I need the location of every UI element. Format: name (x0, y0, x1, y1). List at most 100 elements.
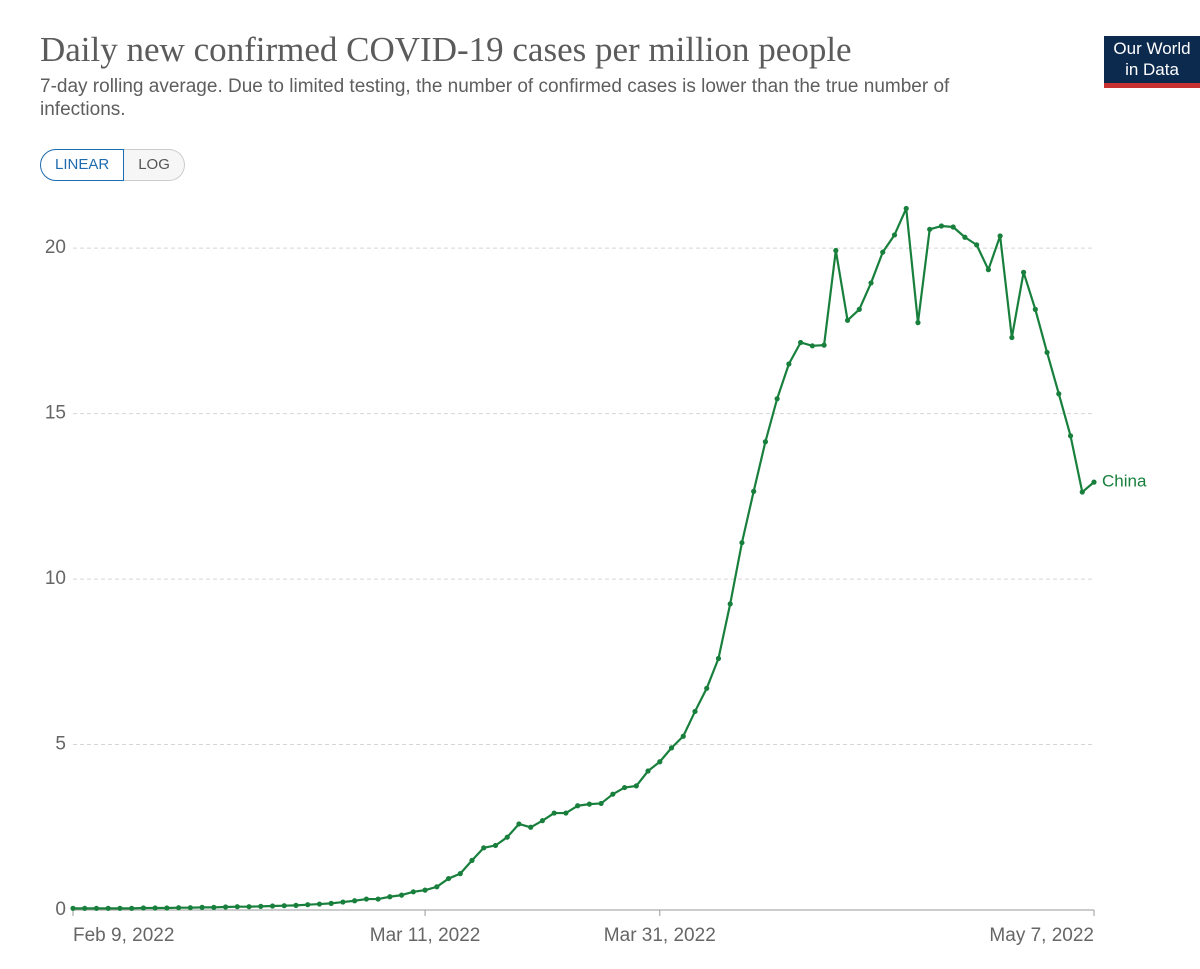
data-point (950, 224, 956, 230)
log-button[interactable]: LOG (124, 149, 185, 181)
data-point (305, 902, 311, 908)
data-point (93, 905, 100, 911)
data-point (786, 361, 792, 367)
data-point (246, 904, 252, 910)
data-point (985, 267, 991, 273)
y-tick-label: 20 (45, 237, 66, 258)
data-point (1032, 306, 1038, 312)
logo[interactable]: Our World in Data (1104, 36, 1200, 88)
data-point (915, 320, 921, 326)
data-point (457, 871, 463, 877)
data-point (868, 280, 874, 286)
data-point (668, 745, 675, 751)
data-point (410, 889, 416, 895)
data-point (445, 875, 452, 882)
data-point (657, 759, 663, 765)
data-point (1009, 334, 1015, 341)
data-point (469, 857, 475, 863)
series-line (73, 207, 1095, 910)
data-point (563, 810, 569, 816)
data-point (938, 223, 945, 229)
data-point (751, 488, 757, 494)
data-point (856, 306, 862, 312)
data-point (117, 905, 123, 911)
data-point (798, 339, 804, 346)
data-point (809, 343, 815, 349)
data-point (434, 884, 440, 890)
data-point (974, 242, 980, 248)
y-tick-label: 10 (45, 568, 66, 589)
data-point (833, 247, 839, 254)
data-point (234, 904, 240, 910)
data-point (387, 894, 393, 900)
data-point (598, 800, 604, 807)
y-tick-label: 5 (55, 734, 66, 755)
data-point (586, 801, 592, 807)
data-point (880, 249, 886, 255)
data-point (340, 899, 346, 905)
data-point (844, 317, 851, 323)
y-tick-label: 0 (55, 899, 66, 920)
data-point (481, 845, 487, 851)
data-point (1079, 489, 1085, 495)
x-tick-label: May 7, 2022 (989, 925, 1094, 946)
data-point (539, 818, 546, 824)
data-point (727, 601, 733, 607)
data-point (129, 905, 135, 911)
data-point (398, 892, 405, 898)
data-point (891, 232, 898, 238)
x-tick-label: Mar 31, 2022 (604, 925, 716, 946)
data-point (1020, 269, 1027, 275)
data-point (739, 540, 745, 546)
data-point (70, 905, 76, 911)
logo-line: Our World (1113, 39, 1191, 58)
data-point (375, 896, 381, 902)
data-point (774, 396, 780, 402)
data-point (328, 900, 334, 906)
data-point (633, 783, 639, 789)
x-tick-label: Feb 9, 2022 (73, 925, 174, 946)
data-point (762, 439, 769, 445)
chart-subtitle: 7-day rolling average. Due to limited te… (40, 76, 950, 120)
data-point (1056, 391, 1062, 397)
data-point (269, 903, 276, 909)
data-point (187, 905, 193, 911)
data-point (645, 768, 651, 774)
data-point (176, 905, 182, 911)
data-point (903, 205, 909, 212)
logo-line: in Data (1125, 60, 1179, 79)
linear-button[interactable]: LINEAR (40, 149, 125, 181)
data-point (199, 904, 205, 910)
data-point (528, 824, 534, 830)
data-point (715, 655, 722, 662)
data-point (704, 685, 710, 691)
data-point (422, 887, 428, 893)
data-point (222, 904, 229, 910)
data-point (516, 821, 522, 827)
data-point (152, 905, 158, 911)
data-point (105, 905, 111, 911)
data-point (164, 905, 170, 911)
data-point (927, 226, 933, 232)
data-point (492, 842, 499, 849)
chart-title: Daily new confirmed COVID-19 cases per m… (40, 30, 852, 69)
data-point (504, 834, 510, 840)
data-point (352, 898, 358, 904)
data-point (962, 234, 968, 240)
data-point (575, 803, 581, 809)
data-point (621, 784, 628, 791)
data-point (316, 901, 323, 907)
data-point (821, 342, 827, 348)
data-point (1067, 433, 1074, 439)
x-tick-label: Mar 11, 2022 (370, 925, 481, 946)
data-point (551, 810, 557, 816)
data-point (610, 791, 616, 797)
y-tick-label: 15 (45, 403, 66, 424)
data-point (293, 902, 299, 908)
data-point (211, 904, 217, 910)
data-point (281, 903, 287, 909)
data-point (997, 233, 1003, 239)
scale-toggle: LINEAR LOG (40, 149, 185, 181)
